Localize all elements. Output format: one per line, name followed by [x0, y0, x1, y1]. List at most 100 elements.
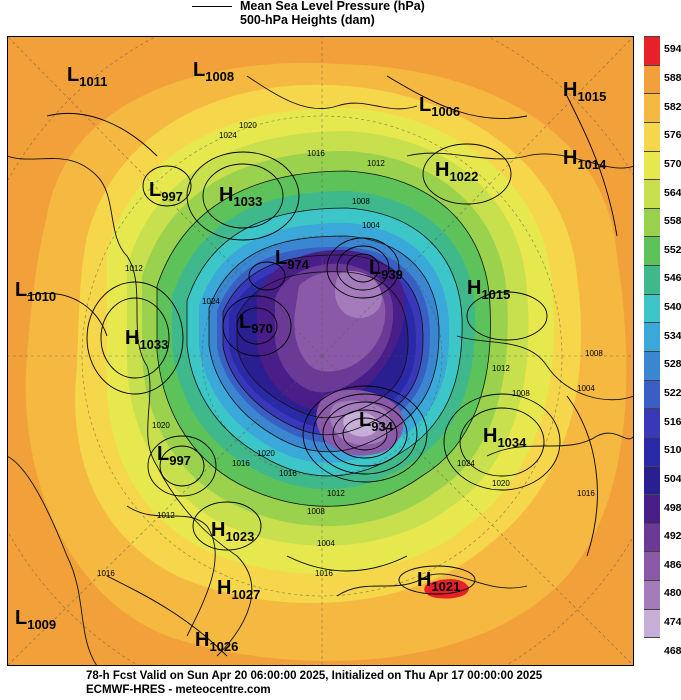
- system-pressure-value: 1010: [27, 289, 56, 304]
- system-pressure-value: 1023: [225, 529, 254, 544]
- high-pressure-marker: H1026: [195, 629, 238, 654]
- high-pressure-marker: H1027: [217, 577, 260, 602]
- low-pressure-marker: L1006: [419, 94, 460, 119]
- low-pressure-marker: L997: [149, 179, 183, 204]
- system-pressure-value: 1015: [577, 89, 606, 104]
- system-letter: H: [195, 629, 209, 651]
- colorbar-label: 516: [664, 415, 681, 428]
- isobar-label: 1016: [97, 569, 115, 578]
- colorbar-segment: [644, 351, 660, 380]
- colorbar-segment: [644, 293, 660, 323]
- low-pressure-marker: L934: [359, 409, 394, 434]
- colorbar-label: 576: [664, 129, 681, 142]
- high-pressure-marker: H1015: [467, 277, 510, 302]
- colorbar-segment: [644, 379, 660, 409]
- colorbar-label: 522: [664, 386, 681, 399]
- colorbar-segment: [644, 236, 660, 266]
- colorbar-label: 540: [664, 301, 681, 314]
- height-colorbar: [644, 36, 660, 666]
- system-pressure-value: 934: [371, 419, 393, 434]
- colorbar-label: 510: [664, 444, 681, 457]
- system-pressure-value: 1022: [449, 169, 478, 184]
- isobar-label: 1008: [585, 349, 603, 358]
- system-pressure-value: 1027: [231, 587, 260, 602]
- system-letter: L: [15, 279, 27, 301]
- system-letter: L: [275, 247, 287, 269]
- colorbar-segment: [644, 436, 660, 466]
- colorbar-label: 474: [664, 616, 681, 629]
- colorbar-segment: [644, 494, 660, 523]
- isobar-label: 1020: [257, 449, 275, 458]
- system-pressure-value: 1011: [79, 74, 107, 89]
- isobar-label: 1024: [457, 459, 475, 468]
- system-pressure-value: 1021: [431, 579, 460, 594]
- system-pressure-value: 1006: [431, 104, 460, 119]
- isobar-label: 1020: [239, 121, 257, 130]
- system-letter: L: [369, 257, 381, 279]
- low-pressure-marker: L1011: [67, 64, 107, 89]
- colorbar-label: 498: [664, 501, 681, 514]
- high-pressure-marker: H1023: [211, 519, 254, 544]
- colorbar-label: 504: [664, 472, 681, 485]
- isobar-label: 1008: [512, 389, 530, 398]
- system-pressure-value: 1008: [205, 69, 234, 84]
- isobar-label: 1016: [279, 469, 297, 478]
- field-480-arctic: [335, 270, 382, 318]
- isobar-label: 1004: [577, 384, 595, 393]
- isobar-label: 1012: [327, 489, 345, 498]
- isobar-label: 1004: [362, 221, 380, 230]
- weather-map: 1024102010161012100810041012102410201016…: [7, 36, 634, 666]
- isobar-label: 1004: [317, 539, 335, 548]
- colorbar-label: 570: [664, 157, 681, 170]
- source-credit: ECMWF-HRES - meteocentre.com: [86, 684, 271, 696]
- low-pressure-marker: L1008: [193, 59, 234, 84]
- system-letter: L: [67, 64, 79, 86]
- system-pressure-value: 974: [287, 257, 309, 272]
- isobar-label: 1008: [352, 197, 370, 206]
- isobar-label: 1012: [492, 364, 510, 373]
- colorbar-segment: [644, 93, 660, 122]
- system-pressure-value: 1034: [497, 435, 527, 450]
- system-pressure-value: 1015: [481, 287, 510, 302]
- colorbar-label: 480: [664, 587, 681, 600]
- system-letter: L: [149, 179, 161, 201]
- colorbar-segment: [644, 637, 660, 666]
- colorbar-segment: [644, 64, 660, 94]
- isobar-label: 1016: [315, 569, 333, 578]
- colorbar-label: 492: [664, 530, 681, 543]
- legend-title-heights: 500-hPa Heights (dam): [240, 13, 375, 27]
- height-contours: [156, 170, 491, 507]
- isobar-label: 1024: [202, 297, 220, 306]
- system-pressure-value: 997: [169, 453, 191, 468]
- system-letter: L: [419, 94, 431, 116]
- high-pressure-marker: H1022: [435, 159, 478, 184]
- low-pressure-marker: L997: [157, 443, 191, 468]
- system-pressure-value: 1033: [139, 337, 168, 352]
- colorbar-segment: [644, 179, 660, 208]
- isobar-label: 1020: [492, 479, 510, 488]
- isobar-label: 1016: [307, 149, 325, 158]
- colorbar-segment: [644, 36, 660, 65]
- system-letter: L: [239, 311, 251, 333]
- high-pressure-marker: H1033: [125, 327, 168, 352]
- system-letter: H: [467, 277, 481, 299]
- colorbar-segment: [644, 322, 660, 351]
- header: Mean Sea Level Pressure (hPa) 500-hPa He…: [0, 0, 681, 36]
- low-pressure-marker: L939: [369, 257, 403, 282]
- colorbar-segment: [644, 608, 660, 638]
- system-letter: H: [417, 569, 431, 591]
- colorbar-label: 558: [664, 215, 681, 228]
- colorbar-segment: [644, 551, 660, 581]
- colorbar-segment: [644, 580, 660, 609]
- colorbar-segment: [644, 465, 660, 495]
- colorbar-label: 534: [664, 329, 681, 342]
- colorbar-segment: [644, 150, 660, 180]
- system-letter: L: [359, 409, 371, 431]
- system-letter: L: [15, 607, 27, 629]
- colorbar-label: 582: [664, 100, 681, 113]
- system-letter: L: [157, 443, 169, 465]
- system-pressure-value: 939: [381, 267, 403, 282]
- isobar-label: 1024: [219, 131, 237, 140]
- high-pressure-marker: H1014: [563, 147, 607, 172]
